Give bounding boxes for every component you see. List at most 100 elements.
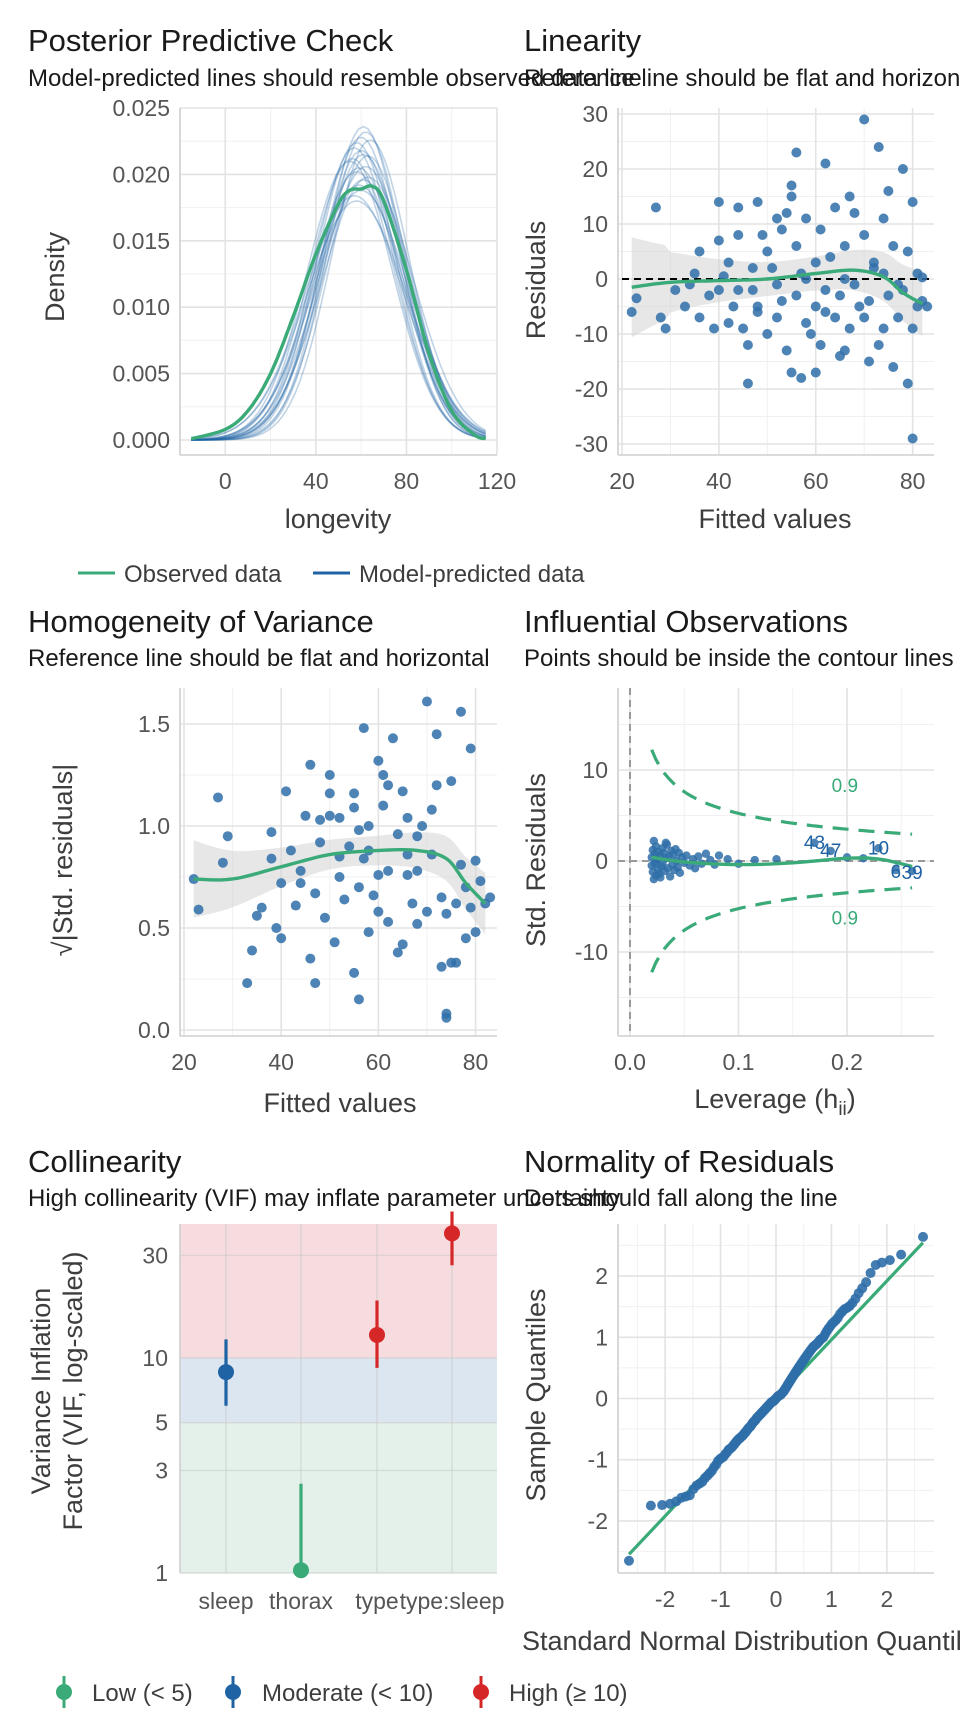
ppc-y-tick-label: 0.015 xyxy=(112,228,170,254)
homogeneity-point xyxy=(329,937,340,948)
influential-contour-lower xyxy=(650,886,913,973)
normality-point xyxy=(876,1257,887,1268)
collinearity-high-zone xyxy=(180,1224,497,1358)
linearity-point xyxy=(873,142,884,152)
linearity-point xyxy=(801,318,812,328)
homogeneity-subtitle: Reference line should be flat and horizo… xyxy=(28,645,490,672)
ppc-subtitle: Model-predicted lines should resemble ob… xyxy=(28,65,642,92)
linearity-y-tick-label: -30 xyxy=(575,431,608,457)
influential-point xyxy=(772,854,781,864)
linearity-point xyxy=(772,279,782,290)
influential-contour-label-lower: 0.9 xyxy=(832,909,858,930)
normality-point xyxy=(861,1277,872,1288)
homogeneity-point xyxy=(387,733,398,744)
ppc-predicted-line xyxy=(191,154,486,441)
homogeneity-y-axis-title: √|Std. residuals| xyxy=(48,764,78,956)
linearity-point xyxy=(864,356,875,367)
linearity-point xyxy=(810,257,821,268)
collinearity-x-tick-label: thorax xyxy=(269,1588,333,1614)
homogeneity-point xyxy=(358,723,369,734)
linearity-point xyxy=(776,296,787,306)
linearity-point xyxy=(772,312,782,323)
homogeneity-point xyxy=(315,837,326,848)
linearity-point xyxy=(713,285,724,295)
linearity-point xyxy=(888,362,899,372)
linearity-point xyxy=(883,186,894,196)
linearity-x-tick-label: 40 xyxy=(706,468,732,494)
linearity-point xyxy=(830,312,841,323)
linearity-point xyxy=(902,378,913,389)
homogeneity-point xyxy=(281,786,292,797)
homogeneity-plot-area: 20 40 60 80 0.0 0.5 1.0 1.5 xyxy=(138,688,497,1075)
ppc-title: Posterior Predictive Check xyxy=(28,23,394,58)
homogeneity-point xyxy=(465,902,476,913)
linearity-point xyxy=(893,312,904,323)
homogeneity-point xyxy=(431,729,442,740)
collinearity-title: Collinearity xyxy=(28,1144,182,1179)
linearity-point xyxy=(679,301,690,312)
influential-y-tick-label: 10 xyxy=(582,757,608,783)
homogeneity-point xyxy=(344,841,355,852)
homogeneity-point xyxy=(334,872,345,882)
linearity-y-tick-label: 20 xyxy=(582,156,608,182)
collinearity-y-tick-label: 1 xyxy=(155,1560,168,1586)
linearity-point xyxy=(776,224,787,235)
ppc-y-tick-label: 0.005 xyxy=(112,361,170,387)
linearity-x-tick-label: 80 xyxy=(900,468,926,494)
homogeneity-point xyxy=(310,978,321,989)
linearity-point xyxy=(723,257,734,268)
normality-y-tick-label: -1 xyxy=(588,1447,608,1473)
homogeneity-point xyxy=(276,933,287,944)
influential-point-label: 10 xyxy=(868,838,889,859)
ppc-y-tick-label: 0.020 xyxy=(112,161,170,187)
normality-x-axis-title: Standard Normal Distribution Quantiles xyxy=(522,1626,960,1656)
homogeneity-point xyxy=(363,821,374,831)
homogeneity-y-tick-label: 1.5 xyxy=(138,711,170,737)
collinearity-point xyxy=(218,1364,234,1381)
influential-smooth-line xyxy=(651,855,913,869)
linearity-y-tick-label: 30 xyxy=(582,101,608,127)
homogeneity-point xyxy=(266,827,277,838)
collinearity-y-tick-label: 3 xyxy=(155,1457,168,1483)
linearity-y-axis-title: Residuals xyxy=(521,221,551,340)
homogeneity-x-tick-label: 60 xyxy=(366,1049,392,1075)
homogeneity-point xyxy=(455,706,466,717)
linearity-plot-area: 20 40 60 80 -30 -20 -10 0 10 20 30 xyxy=(575,101,934,494)
linearity-y-tick-label: -10 xyxy=(575,321,608,347)
ppc-y-tick-label: 0.000 xyxy=(112,427,170,453)
homogeneity-point xyxy=(242,978,253,989)
collinearity-x-tick-label: sleep xyxy=(199,1588,254,1614)
linearity-point xyxy=(810,301,821,312)
homogeneity-x-axis-title: Fitted values xyxy=(263,1088,416,1118)
panel-normality: Normality of Residuals Dots should fall … xyxy=(521,1144,960,1656)
homogeneity-point xyxy=(426,804,437,815)
linearity-point xyxy=(742,340,753,350)
ppc-predicted-line xyxy=(191,176,487,441)
normality-x-tick-label: 0 xyxy=(770,1586,783,1612)
homogeneity-point xyxy=(378,770,389,780)
homogeneity-point xyxy=(353,994,364,1005)
homogeneity-point xyxy=(407,898,418,909)
normality-point xyxy=(865,1267,876,1278)
influential-point-label: 39 xyxy=(902,863,923,884)
collinearity-y-tick-label: 10 xyxy=(142,1345,168,1371)
homogeneity-point xyxy=(353,882,364,893)
linearity-point xyxy=(767,263,778,273)
homogeneity-point xyxy=(451,898,462,909)
ppc-predicted-line xyxy=(191,166,487,441)
influential-point xyxy=(826,846,835,856)
linearity-point xyxy=(694,312,705,323)
homogeneity-point xyxy=(383,916,394,927)
normality-y-tick-label: -2 xyxy=(588,1508,608,1534)
collinearity-low-zone xyxy=(180,1422,497,1573)
collinearity-legend: Low (< 5) Moderate (< 10) High (≥ 10) xyxy=(56,1676,628,1708)
linearity-smooth-line xyxy=(631,268,924,306)
influential-point xyxy=(682,851,691,860)
normality-y-tick-label: 2 xyxy=(595,1263,608,1289)
ppc-x-tick-label: 80 xyxy=(394,468,420,494)
homogeneity-point xyxy=(421,696,432,707)
homogeneity-point xyxy=(392,947,403,958)
linearity-point xyxy=(801,213,812,224)
linearity-point xyxy=(839,241,850,251)
